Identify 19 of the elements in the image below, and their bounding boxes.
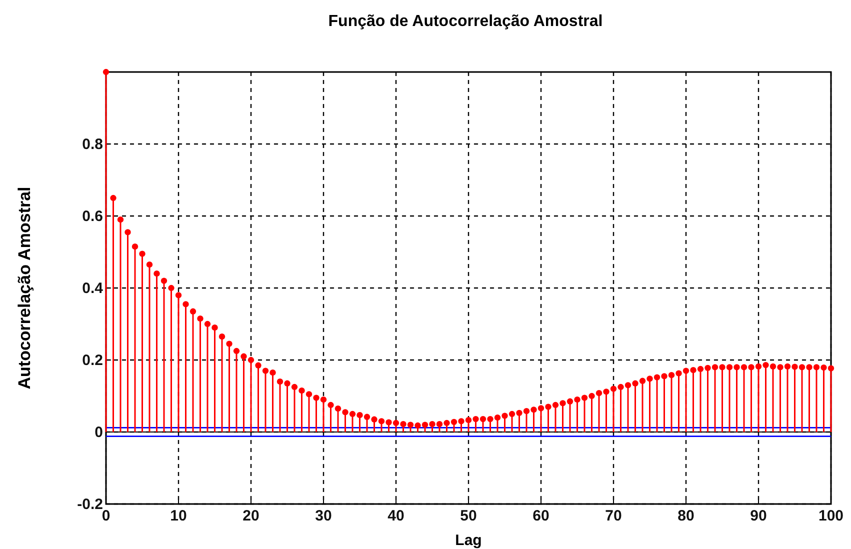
x-tick-label: 100 xyxy=(818,508,844,524)
y-tick-label: 0.2 xyxy=(82,352,103,369)
y-axis-title: Autocorrelação Amostral xyxy=(15,186,34,390)
y-tick-label: -0.2 xyxy=(77,496,103,513)
x-tick-label: 70 xyxy=(605,508,622,524)
x-tick-label: 20 xyxy=(242,508,260,524)
x-axis-title: Lag xyxy=(455,532,482,549)
y-tick-label: 0.4 xyxy=(82,280,104,297)
x-tick-label: 40 xyxy=(388,508,404,524)
y-tick-label: 0 xyxy=(94,424,103,441)
x-tick-label: 80 xyxy=(678,508,694,524)
x-tick-label: 10 xyxy=(170,508,187,524)
x-tick-label: 30 xyxy=(315,508,332,524)
x-tick-label: 50 xyxy=(460,508,477,524)
x-tick-label: 90 xyxy=(750,508,767,524)
x-tick-label: 60 xyxy=(532,508,550,524)
y-tick-label: 0.6 xyxy=(82,208,103,225)
chart-title: Função de Autocorrelação Amostral xyxy=(328,13,603,30)
y-tick-label: 0.8 xyxy=(82,136,103,153)
